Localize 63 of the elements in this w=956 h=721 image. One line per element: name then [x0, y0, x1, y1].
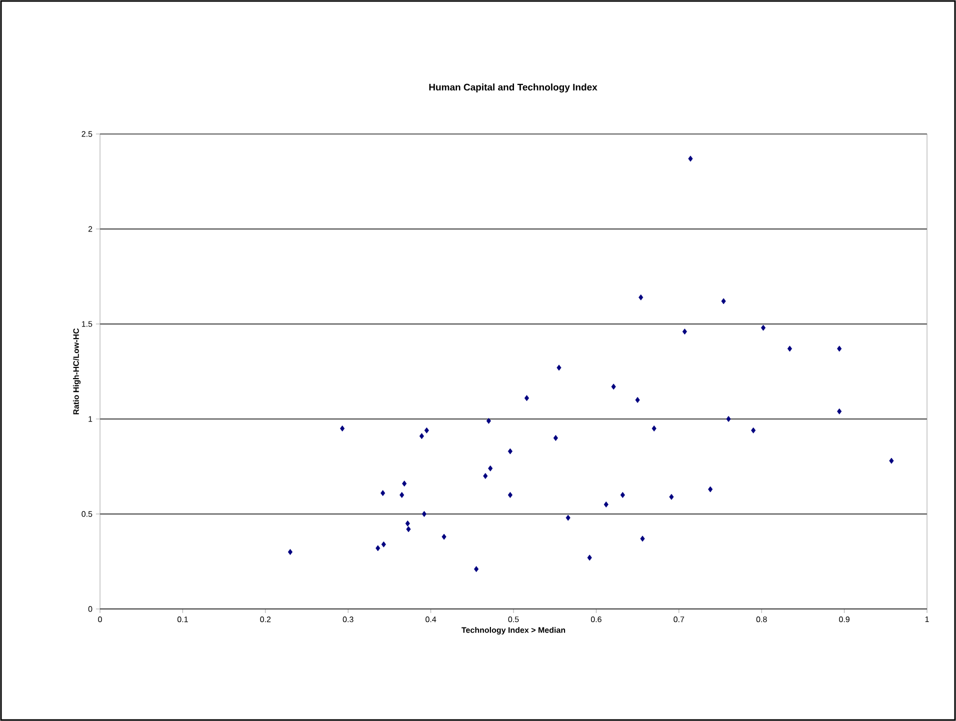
x-tick-label: 0.8 [756, 616, 767, 622]
x-tick-label: 0.5 [508, 616, 519, 622]
point [422, 510, 426, 517]
point [553, 434, 558, 441]
point [837, 346, 842, 352]
point [380, 490, 386, 496]
chart-title: Human Capital and Technology Index [429, 84, 598, 92]
point [406, 526, 411, 532]
point [419, 433, 424, 440]
x-tick-label: 0.1 [177, 616, 188, 622]
point [442, 534, 446, 540]
point [682, 328, 687, 335]
point [508, 492, 512, 498]
point [474, 566, 479, 572]
y-tick-label: 1.5 [82, 321, 92, 327]
point [708, 486, 713, 492]
point [405, 520, 410, 526]
point [566, 514, 570, 521]
point [424, 427, 429, 434]
point [556, 364, 562, 371]
y-tick-label: 2.5 [82, 131, 92, 137]
x-tick-label: 1 [925, 616, 929, 622]
point [721, 298, 726, 304]
point [486, 418, 491, 424]
point [635, 396, 640, 403]
y-axis-title: Ratio High-HC/Low-HC [73, 328, 81, 414]
point [787, 346, 792, 352]
y-tick-label: 1 [88, 416, 92, 422]
point [688, 156, 693, 162]
x-tick-label: 0.4 [426, 616, 436, 622]
point [381, 541, 386, 548]
point [604, 501, 608, 508]
x-tick-label: 0.6 [590, 616, 602, 622]
point [669, 494, 674, 500]
point [751, 427, 756, 434]
x-tick-label: 0.7 [674, 616, 684, 622]
point [652, 425, 656, 432]
point [889, 458, 894, 464]
x-tick-label: 0 [98, 616, 102, 622]
point [402, 480, 407, 487]
x-tick-label: 0.3 [342, 616, 354, 622]
y-tick-label: 2 [88, 226, 92, 232]
y-tick-label: 0 [88, 606, 92, 612]
x-axis-title: Technology Index > Median [462, 627, 566, 635]
x-tick-label: 0.2 [260, 616, 271, 622]
point [524, 395, 530, 402]
y-tick-label: 0.5 [82, 511, 92, 517]
point [587, 554, 592, 561]
point [488, 465, 493, 472]
point [508, 448, 512, 454]
point [640, 536, 645, 542]
point [726, 416, 731, 422]
point [620, 492, 625, 498]
point [340, 425, 345, 432]
point [611, 384, 616, 390]
point [837, 408, 842, 414]
point [400, 492, 404, 498]
point [376, 545, 380, 552]
point [288, 548, 293, 555]
point [483, 472, 488, 479]
x-tick-label: 0.9 [839, 616, 850, 622]
point [638, 294, 644, 300]
point [760, 324, 766, 331]
